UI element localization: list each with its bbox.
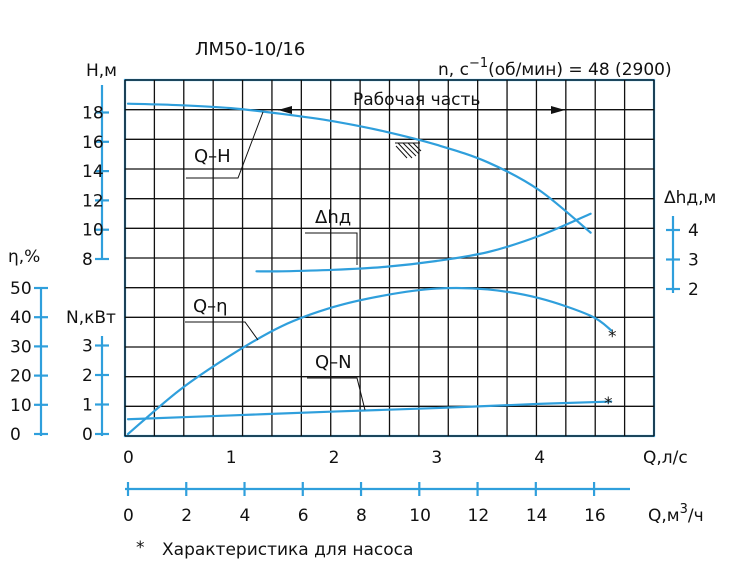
series-label-q-n: Q–N (315, 352, 352, 373)
hatch-mark (395, 142, 422, 159)
eff-axis-title: η,% (8, 247, 40, 267)
series-label-q-h: Q–H (194, 146, 231, 167)
curve-q-h (126, 102, 592, 234)
power-axis-tick-label: 2 (82, 366, 93, 386)
label-q-h: Q–H (186, 111, 264, 179)
q-ls-tick-label: 4 (534, 448, 545, 468)
power-axis-title: N,кВт (66, 308, 116, 328)
q-m3h-tick-label: 6 (298, 506, 309, 526)
power-axis-tick-label: 1 (82, 396, 93, 416)
q-m3h-tick-label: 16 (584, 506, 606, 526)
dh-axis-tick-label: 3 (688, 251, 699, 271)
label-dh: Δhд (305, 207, 358, 265)
series-label-dh: Δhд (315, 207, 351, 228)
q-m3h-tick-label: 8 (356, 506, 367, 526)
q-m3h-tick-label: 0 (123, 506, 134, 526)
footnote-star: * (136, 538, 145, 558)
head-axis-tick-label: 8 (82, 250, 93, 270)
label-q-eta: Q–η (185, 296, 259, 341)
dh-axis-title: Δhд,м (664, 188, 716, 208)
q-ls-tick-label: 2 (329, 448, 340, 468)
chart-title: ЛМ50-10/16 (195, 39, 305, 60)
q-ls-tick-label: 0 (123, 448, 134, 468)
grid (124, 79, 655, 437)
eff-axis-tick-label: 10 (10, 396, 32, 416)
head-axis-tick-label: 12 (82, 191, 104, 211)
working-range-label: Рабочая часть (353, 90, 480, 110)
label-q-n: Q–N (307, 352, 366, 411)
eff-axis-tick-label: 30 (10, 337, 32, 357)
series-label-q-eta: Q–η (193, 296, 228, 317)
curves (126, 102, 613, 436)
q-ls-tick-label: 1 (226, 448, 237, 468)
n-star-marker: * (604, 394, 613, 414)
head-axis-title: Н,м (86, 61, 117, 81)
head-axis-tick-label: 18 (82, 104, 104, 124)
eff-axis-tick-label: 40 (10, 308, 32, 328)
working-range-arrowhead-right (551, 106, 565, 114)
q-ls-tick-label: 3 (431, 448, 442, 468)
dh-axis-tick-label: 2 (688, 280, 699, 300)
eff-axis-tick-label: 50 (10, 279, 32, 299)
speed-note: n, c−1(об/мин) = 48 (2900) (438, 56, 672, 80)
curve-dh (255, 212, 592, 273)
head-axis-tick-label: 16 (82, 133, 104, 153)
q-ls-axis-title: Q,л/с (643, 448, 688, 468)
power-axis-tick-label: 3 (82, 337, 93, 357)
curve-q-n (126, 400, 613, 421)
working-range-arrowhead-left (278, 106, 292, 114)
eff-axis-tick-label: 20 (10, 367, 32, 387)
q-m3h-tick-label: 4 (240, 506, 251, 526)
q-m3h-tick-label: 14 (526, 506, 548, 526)
q-m3h-tick-label: 10 (409, 506, 431, 526)
dh-axis-tick-label: 4 (688, 221, 699, 241)
power-axis-tick-label: 0 (82, 425, 93, 445)
eff-axis-tick-label: 0 (10, 425, 21, 445)
footnote-text: Характеристика для насоса (162, 540, 413, 560)
head-axis-tick-label: 10 (82, 221, 104, 241)
q-m3h-axis-title: Q,м3/ч (648, 502, 704, 526)
q-m3h-tick-label: 2 (181, 506, 192, 526)
eta-star-marker: * (608, 327, 617, 347)
q-m3h-tick-label: 12 (468, 506, 490, 526)
head-axis-tick-label: 14 (82, 162, 104, 182)
curve-q-eta (126, 286, 613, 436)
